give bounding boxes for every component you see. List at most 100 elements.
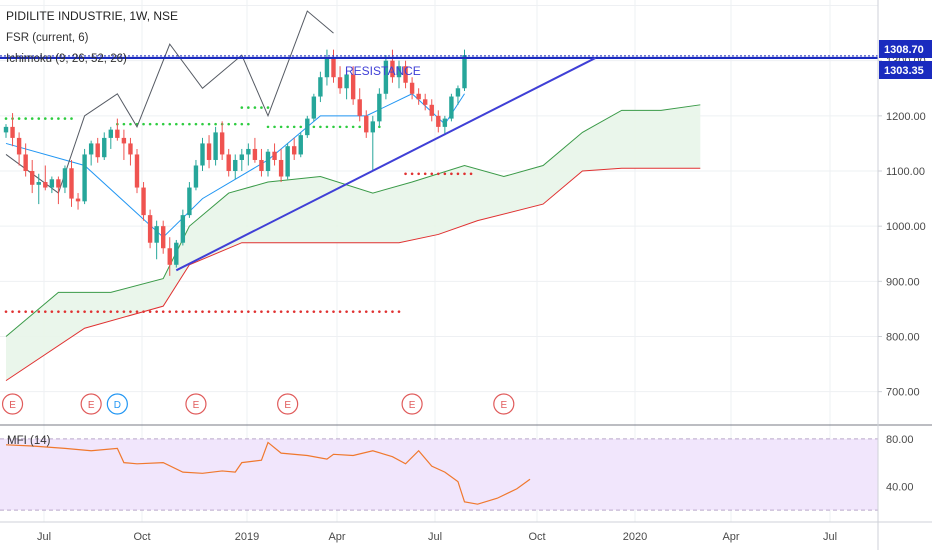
dot-level-2 [266, 125, 381, 129]
dot-level-0 [4, 117, 73, 120]
svg-text:E: E [284, 400, 291, 411]
x-tick-label: 2020 [623, 531, 647, 543]
candle [285, 143, 290, 180]
candle [298, 132, 303, 158]
candle [187, 182, 192, 218]
candle [429, 99, 434, 122]
mfi-tick-label: 80.00 [886, 434, 914, 446]
candle [193, 159, 199, 191]
candle [396, 60, 402, 89]
candle [82, 148, 87, 205]
candle [206, 135, 212, 169]
candle [56, 176, 61, 205]
candle [383, 55, 389, 100]
candle [436, 110, 441, 133]
candle [442, 115, 448, 136]
trend-line [175, 57, 596, 272]
drawings [0, 55, 878, 272]
candle [69, 159, 74, 207]
event-marker: E [1, 393, 24, 415]
candle [161, 220, 166, 254]
resistance-annotation: RESISTANCE [345, 64, 421, 78]
mfi-pane [0, 424, 932, 511]
x-tick-label: Jul [428, 531, 442, 543]
ichimoku-cloud [5, 104, 701, 382]
candle [292, 137, 297, 160]
svg-text:E: E [500, 400, 507, 411]
chart-title: PIDILITE INDUSTRIE, 1W, NSE [6, 9, 178, 23]
candle [180, 209, 186, 246]
svg-text:E: E [193, 400, 200, 411]
candle [128, 137, 133, 166]
support-resistance-dots [4, 106, 473, 313]
candle [226, 148, 231, 177]
mfi-band [0, 438, 878, 511]
svg-text:E: E [409, 400, 416, 411]
y-tick-label: 1000.00 [886, 221, 926, 233]
candle [409, 77, 415, 100]
y-tick-label: 700.00 [886, 387, 920, 399]
candle [200, 137, 205, 172]
candle [213, 126, 218, 166]
candle [36, 173, 41, 205]
candle [259, 148, 264, 177]
mfi-line [5, 441, 531, 505]
y-tick-label: 900.00 [886, 276, 920, 288]
candle [272, 143, 277, 166]
span-b-line [5, 167, 701, 382]
dot-level-4 [4, 310, 401, 313]
candle [423, 93, 428, 111]
dot-level-1 [116, 122, 250, 126]
y-tick-label: 1200.00 [886, 111, 926, 123]
candle [350, 66, 356, 105]
candle [449, 93, 454, 122]
price-tag: 1303.35 [879, 61, 932, 79]
x-tick-label: Oct [528, 531, 545, 543]
candle [88, 140, 94, 166]
candle [246, 143, 251, 166]
candle [416, 88, 421, 105]
span-a-line [5, 104, 701, 337]
candle [324, 49, 330, 86]
candle [233, 154, 238, 180]
candles [3, 49, 467, 276]
candle [364, 110, 369, 138]
x-tick-label: Apr [722, 531, 739, 543]
event-marker: D [106, 393, 128, 415]
x-tick-label: Apr [328, 531, 345, 543]
lagging-span-line [5, 10, 334, 194]
candle [3, 124, 9, 138]
candle [102, 132, 107, 160]
candle [370, 115, 375, 172]
candle [121, 129, 127, 160]
candle [75, 193, 81, 210]
mfi-label: MFI (14) [7, 435, 51, 447]
legend-fsr[interactable]: FSR (current, 6) [6, 32, 89, 44]
candle [108, 126, 113, 149]
event-marker: E [277, 393, 299, 415]
candle [10, 113, 15, 147]
candle [30, 159, 35, 194]
event-marker: E [80, 393, 102, 415]
candle [167, 237, 172, 276]
candle [278, 148, 284, 183]
candle [357, 88, 362, 122]
x-tick-label: Jul [823, 531, 837, 543]
candle [377, 88, 382, 127]
candle [16, 132, 22, 166]
candle [62, 165, 68, 194]
candle [462, 49, 467, 92]
mfi-tick-label: 40.00 [886, 481, 914, 493]
svg-text:1303.35: 1303.35 [884, 65, 924, 77]
candle [239, 148, 244, 172]
legend-ichimoku[interactable]: Ichimoku (9, 26, 52, 26) [6, 53, 127, 65]
price-tag: 1308.70 [879, 40, 932, 58]
y-tick-label: 1100.00 [886, 166, 925, 178]
candle [147, 209, 153, 249]
svg-text:D: D [114, 400, 121, 411]
svg-text:E: E [88, 400, 95, 411]
candle [115, 118, 120, 141]
